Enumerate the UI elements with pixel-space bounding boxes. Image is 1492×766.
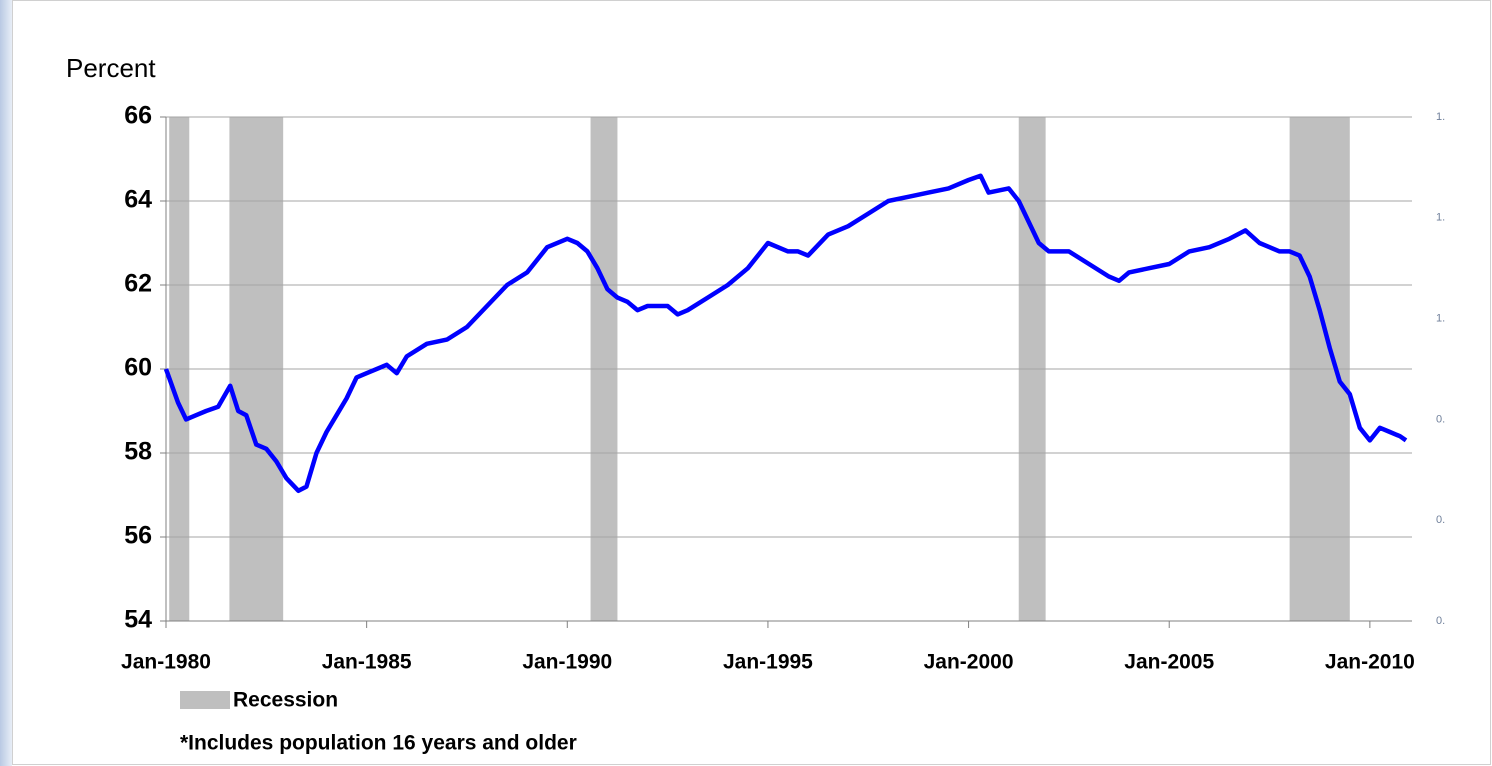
y2-tick-label: 0. — [1436, 413, 1445, 425]
data-line — [163, 173, 1408, 494]
x-tick-label: Jan-1990 — [522, 651, 612, 674]
y-tick-label: 62 — [124, 270, 152, 298]
footnote: *Includes population 16 years and older — [180, 732, 577, 755]
y-tick-label: 60 — [124, 354, 152, 382]
y2-tick-label: 1. — [1436, 313, 1445, 325]
y2-tick-label: 0. — [1436, 615, 1445, 627]
legend-swatch — [180, 691, 230, 709]
legend-label: Recession — [233, 689, 338, 712]
y-tick-label: 66 — [124, 102, 152, 130]
y2-tick-label: 1. — [1436, 212, 1445, 224]
x-tick-label: Jan-1980 — [121, 651, 211, 674]
x-tick-label: Jan-2005 — [1124, 651, 1214, 674]
y-tick-label: 58 — [124, 438, 152, 466]
x-tick-label: Jan-1985 — [322, 651, 412, 674]
x-tick-label: Jan-2010 — [1325, 651, 1415, 674]
y2-tick-label: 0. — [1436, 514, 1445, 526]
side-strip — [0, 0, 12, 766]
y-axis-label: Percent — [66, 53, 156, 83]
y2-tick-label: 1. — [1436, 111, 1445, 123]
y-tick-label: 64 — [124, 186, 152, 214]
y-tick-label: 54 — [124, 606, 152, 634]
x-tick-label: Jan-1995 — [723, 651, 813, 674]
x-tick-label: Jan-2000 — [924, 651, 1014, 674]
y-tick-label: 56 — [124, 522, 152, 550]
